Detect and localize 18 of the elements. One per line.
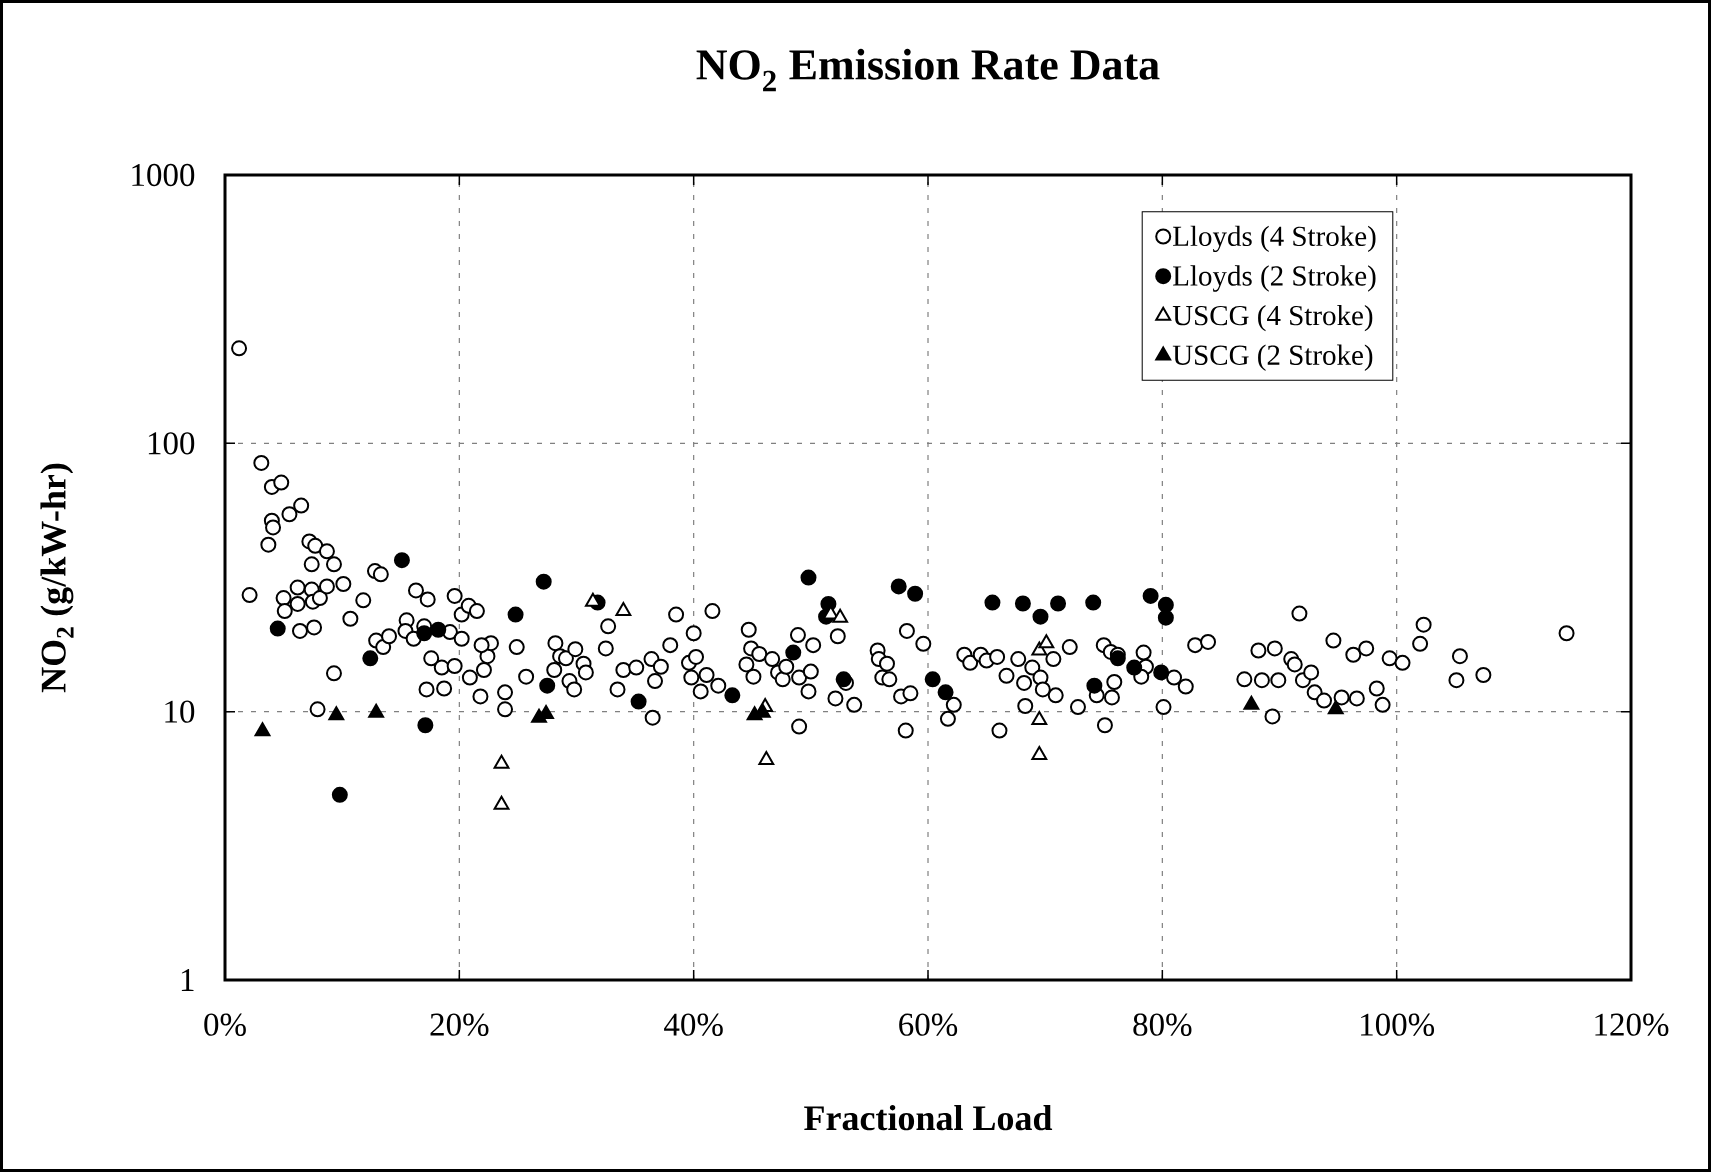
- y-tick-label: 100: [148, 432, 195, 455]
- chart-title: NO$_{2}$ Emission Rate Data: [696, 48, 1160, 92]
- x-tick-label: 40%: [664, 1013, 723, 1036]
- legend-label: Lloyds (2 Stroke): [1173, 265, 1376, 292]
- y-tick-label: 1000: [132, 163, 195, 187]
- y-axis-title: NO$_{2}$ (g/kW-hr): [40, 463, 74, 693]
- y-tick-label: 10: [165, 700, 195, 723]
- x-tick-label: 120%: [1595, 1013, 1669, 1036]
- x-tick-label: 100%: [1361, 1013, 1435, 1036]
- x-tick-label: 20%: [430, 1013, 489, 1036]
- x-tick-label: 0%: [204, 1013, 246, 1036]
- legend-label: USCG (2 Stroke): [1172, 344, 1373, 371]
- y-tick-label: 1: [181, 969, 194, 991]
- x-axis-title: Fractional Load: [804, 1104, 1053, 1131]
- legend-label: USCG (4 Stroke): [1172, 304, 1373, 332]
- x-tick-label: 60%: [899, 1013, 958, 1036]
- x-tick-label: 80%: [1133, 1013, 1192, 1036]
- legend-label: Lloyds (4 Stroke): [1173, 225, 1376, 253]
